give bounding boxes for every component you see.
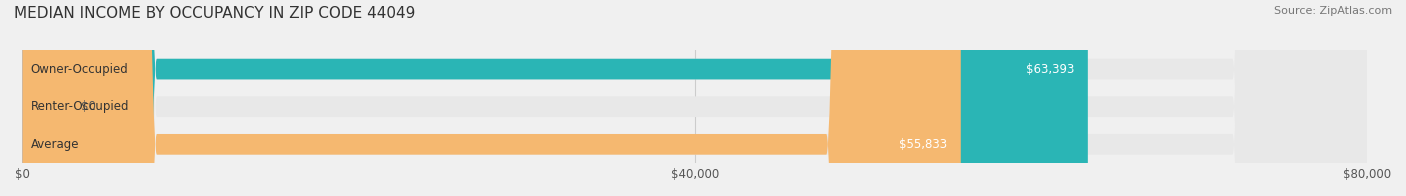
Text: $55,833: $55,833 xyxy=(900,138,948,151)
Text: Renter-Occupied: Renter-Occupied xyxy=(31,100,129,113)
FancyBboxPatch shape xyxy=(22,0,1367,196)
Text: $0: $0 xyxy=(82,100,96,113)
FancyBboxPatch shape xyxy=(22,0,1367,196)
Text: MEDIAN INCOME BY OCCUPANCY IN ZIP CODE 44049: MEDIAN INCOME BY OCCUPANCY IN ZIP CODE 4… xyxy=(14,6,415,21)
Text: $63,393: $63,393 xyxy=(1026,63,1074,76)
Text: Source: ZipAtlas.com: Source: ZipAtlas.com xyxy=(1274,6,1392,16)
FancyBboxPatch shape xyxy=(22,0,960,196)
Text: Average: Average xyxy=(31,138,79,151)
FancyBboxPatch shape xyxy=(22,0,73,196)
Text: Owner-Occupied: Owner-Occupied xyxy=(31,63,128,76)
FancyBboxPatch shape xyxy=(22,0,1088,196)
FancyBboxPatch shape xyxy=(22,0,1367,196)
